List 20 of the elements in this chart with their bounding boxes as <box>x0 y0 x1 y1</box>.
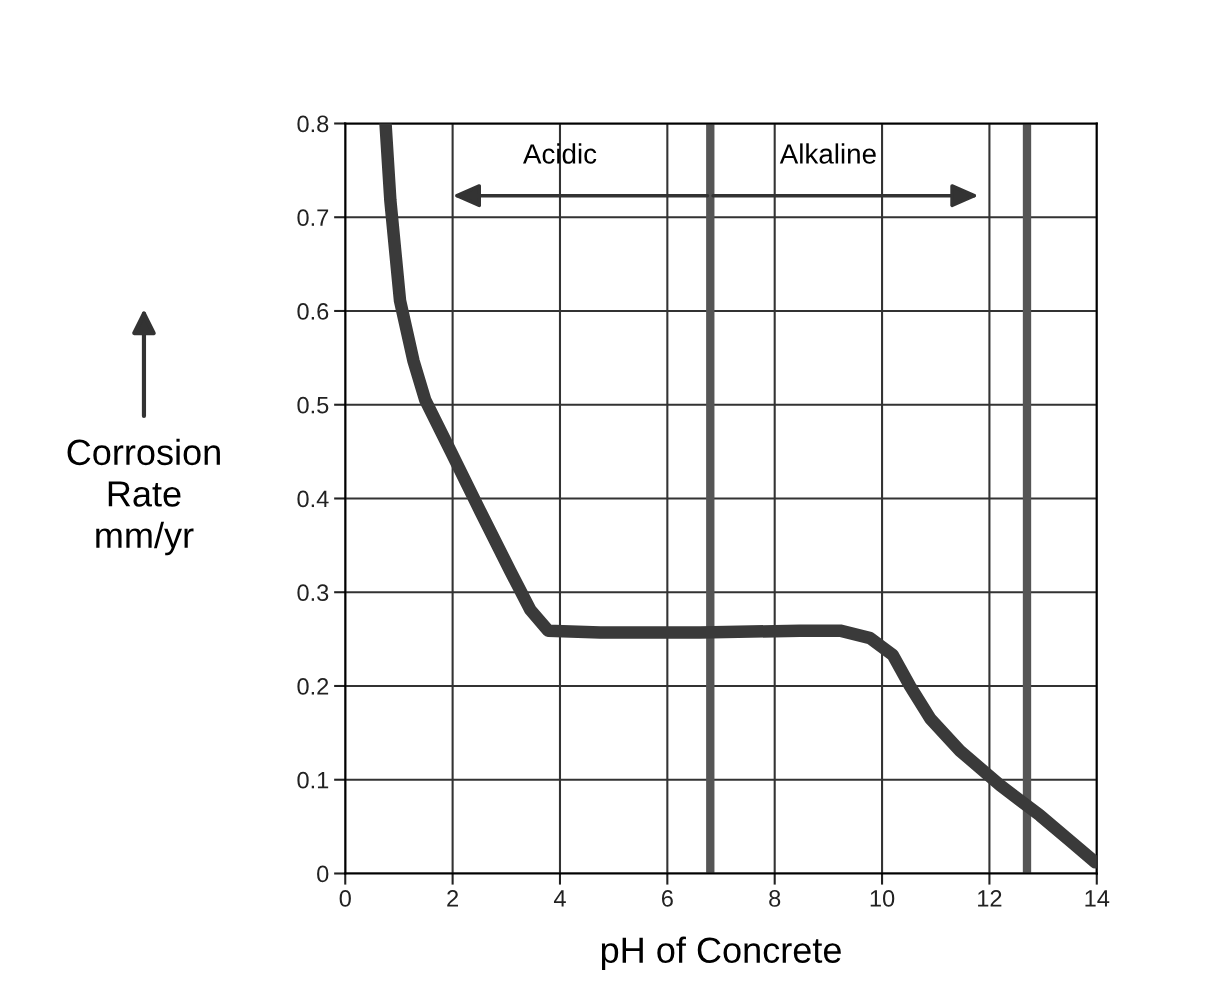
y-axis-title: Corrosion Rate mm/yr <box>67 438 220 556</box>
x-tick-label: 0 <box>339 890 351 907</box>
y-tick-label: 0.5 <box>297 396 329 414</box>
x-tick-label: 10 <box>870 890 895 907</box>
x-axis-title: pH of Concrete <box>601 936 841 971</box>
annotation: Alkaline <box>779 143 876 164</box>
y-tick-label: 0.8 <box>297 115 329 133</box>
x-tick-label: 2 <box>447 890 458 907</box>
x-tick-label: 6 <box>661 890 673 907</box>
y-tick-label: 0.7 <box>297 209 329 227</box>
y-tick-label: 0.6 <box>297 303 329 320</box>
x-tick-label: 4 <box>553 890 566 907</box>
x-tick-label: 8 <box>769 890 781 907</box>
x-tick-label: 12 <box>978 890 1002 907</box>
y-tick-label: 0 <box>317 865 329 883</box>
y-tick-label: 0.1 <box>297 771 329 789</box>
y-tick-label: 0.3 <box>297 584 329 602</box>
y-tick-label: 0.4 <box>297 490 329 508</box>
x-tick-label: 14 <box>1085 890 1110 907</box>
y-tick-label: 0.2 <box>297 678 329 695</box>
